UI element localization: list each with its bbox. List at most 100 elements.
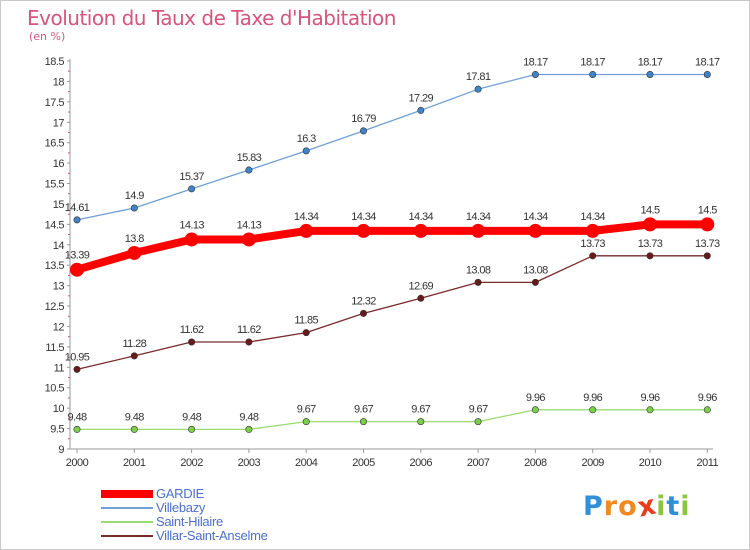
data-point xyxy=(585,223,600,238)
x-tick-label: 2005 xyxy=(352,457,375,469)
y-tick-label: 17.5 xyxy=(45,97,65,109)
legend-label: Saint-Hilaire xyxy=(156,514,223,529)
y-tick-label: 16 xyxy=(53,158,65,170)
data-point xyxy=(531,406,539,414)
y-tick-label: 16.5 xyxy=(45,138,65,150)
legend-swatch xyxy=(101,490,153,498)
data-point xyxy=(359,418,367,426)
data-point xyxy=(471,223,486,238)
data-label: 16.79 xyxy=(351,113,376,125)
data-label: 11.28 xyxy=(122,338,146,350)
data-label: 14.61 xyxy=(65,202,90,214)
data-point xyxy=(413,223,428,238)
data-label: 9.67 xyxy=(297,404,316,416)
data-label: 14.34 xyxy=(523,211,548,223)
series-line xyxy=(76,409,708,431)
y-tick-label: 18 xyxy=(53,76,65,88)
data-point xyxy=(127,245,142,260)
data-point xyxy=(703,406,711,414)
data-label: 9.67 xyxy=(411,404,430,416)
data-point xyxy=(245,338,253,346)
x-tick-label: 2003 xyxy=(238,457,261,469)
y-tick-label: 9.5 xyxy=(50,424,64,436)
data-label: 9.96 xyxy=(526,392,545,404)
data-label: 14.5 xyxy=(640,204,659,216)
data-point xyxy=(356,223,371,238)
data-label: 17.29 xyxy=(409,92,434,104)
data-point xyxy=(302,418,310,426)
data-label: 18.17 xyxy=(523,56,548,68)
data-point xyxy=(531,278,539,286)
data-label: 14.9 xyxy=(125,190,144,202)
data-point xyxy=(245,425,253,433)
y-tick-label: 12 xyxy=(53,321,65,333)
data-point xyxy=(589,70,597,78)
data-label: 14.13 xyxy=(237,219,262,231)
x-tick-label: 2001 xyxy=(123,457,146,469)
y-tick-label: 11 xyxy=(54,362,65,374)
data-label: 11.62 xyxy=(180,324,204,336)
data-point xyxy=(70,262,84,277)
data-point xyxy=(73,365,81,373)
data-label: 14.34 xyxy=(351,211,376,223)
data-label: 9.96 xyxy=(583,392,602,404)
series-line xyxy=(73,220,712,274)
data-point xyxy=(299,223,314,238)
data-label: 12.69 xyxy=(409,280,434,292)
legend-swatch xyxy=(101,521,153,523)
y-tick-label: 11.5 xyxy=(45,342,64,354)
data-label: 14.34 xyxy=(466,211,491,223)
data-label: 9.96 xyxy=(698,392,717,404)
data-label: 18.17 xyxy=(580,56,605,68)
data-point xyxy=(646,70,654,78)
proxiti-logo: Proxiti xyxy=(583,489,691,523)
data-point xyxy=(73,216,81,224)
data-label: 14.34 xyxy=(409,211,434,223)
chart-title: Evolution du Taux de Taxe d'Habitation xyxy=(27,6,396,30)
data-label: 13.08 xyxy=(466,264,491,276)
data-label: 9.67 xyxy=(469,404,488,416)
y-tick-label: 14 xyxy=(53,240,65,252)
data-point xyxy=(589,252,597,260)
x-tick-label: 2010 xyxy=(639,457,662,469)
data-point xyxy=(241,232,256,247)
data-point xyxy=(528,223,543,238)
data-point xyxy=(646,252,654,260)
data-point xyxy=(589,406,597,414)
data-point xyxy=(184,232,199,247)
data-label: 13.73 xyxy=(638,238,663,250)
data-point xyxy=(417,294,425,302)
x-tick-label: 2011 xyxy=(696,457,718,469)
data-point xyxy=(302,329,310,337)
legend-label: Villebazy xyxy=(156,500,206,515)
data-label: 18.17 xyxy=(638,56,663,68)
data-point xyxy=(646,406,654,414)
series-villar-saint-anselme: 10.95 11.28 11.62 11.62 11.85 12.32 12.69 13.08… xyxy=(65,238,721,373)
legend-label: Villar-Saint-Anselme xyxy=(156,528,268,543)
data-point xyxy=(531,70,539,78)
logo-char-2: o xyxy=(618,491,638,522)
data-point xyxy=(130,425,138,433)
series-line xyxy=(76,73,708,221)
data-label: 13.39 xyxy=(65,250,90,262)
y-tick-label: 15 xyxy=(53,199,65,211)
logo-char-6: i xyxy=(680,491,691,522)
y-tick-label: 18.5 xyxy=(45,56,65,68)
data-label: 10.95 xyxy=(65,351,90,363)
data-point xyxy=(417,106,425,114)
x-tick-label: 2000 xyxy=(66,457,89,469)
data-label: 9.48 xyxy=(125,411,144,423)
logo-char-0: P xyxy=(583,491,604,522)
data-point xyxy=(474,85,482,93)
series-gardie: 13.39 13.8 14.13 14.13 14.34 14.34 14.34 14.34 1… xyxy=(65,204,718,277)
data-point xyxy=(188,338,196,346)
series-saint-hilaire: 9.48 9.48 9.48 9.48 9.67 9.67 9.67 9.67 9.96 9.96… xyxy=(67,392,718,433)
data-label: 15.37 xyxy=(179,171,204,183)
data-label: 13.8 xyxy=(125,233,144,245)
logo-char-5: t xyxy=(666,491,681,522)
data-point xyxy=(643,217,657,232)
data-point xyxy=(130,352,138,360)
data-label: 9.96 xyxy=(640,392,659,404)
data-label: 14.34 xyxy=(294,211,319,223)
